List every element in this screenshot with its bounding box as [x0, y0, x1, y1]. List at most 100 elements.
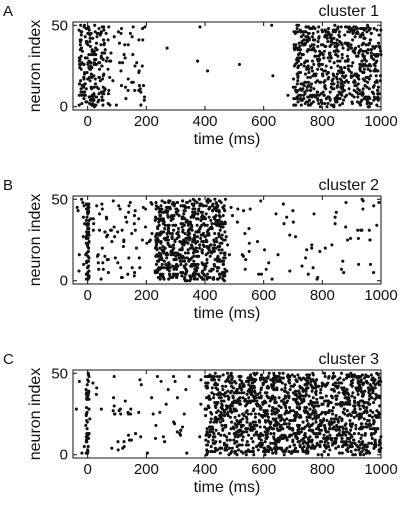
spike-point [299, 97, 303, 101]
spike-point [96, 261, 100, 265]
spike-point [356, 374, 360, 379]
spike-point [206, 404, 210, 408]
spike-point [137, 38, 141, 42]
spike-point [345, 54, 350, 58]
spike-point [340, 381, 344, 385]
spike-point [107, 88, 111, 92]
spike-point [279, 415, 283, 419]
spike-point [213, 264, 217, 268]
spike-point [203, 262, 207, 266]
spike-point [205, 443, 209, 447]
spike-point [343, 59, 347, 63]
spike-point [306, 412, 310, 416]
spike-point [166, 238, 170, 242]
spike-point [295, 405, 299, 410]
spike-point [131, 53, 135, 57]
spike-point [176, 227, 181, 231]
spike-point [119, 84, 124, 88]
spike-point [197, 197, 201, 201]
spike-point [244, 453, 248, 457]
spike-point [361, 33, 365, 37]
spike-point [175, 207, 179, 211]
spike-point [216, 254, 220, 258]
spike-point [330, 243, 334, 247]
spike-point [119, 26, 124, 31]
spike-point [323, 440, 327, 444]
spike-point [88, 79, 92, 83]
spike-point [343, 423, 347, 427]
spike-point [243, 267, 247, 271]
spike-point [305, 448, 309, 452]
spike-point [185, 451, 189, 455]
spike-point [78, 48, 82, 52]
spike-point [363, 433, 367, 437]
spike-point [368, 402, 372, 406]
spike-point [283, 389, 287, 393]
spike-point [253, 415, 257, 419]
spike-point [279, 423, 284, 427]
spike-point [186, 251, 190, 255]
spike-point [262, 248, 267, 252]
spike-point [98, 79, 102, 83]
spike-point [341, 410, 345, 414]
spike-point [286, 376, 291, 380]
spike-point [169, 253, 173, 257]
spike-point [302, 436, 306, 440]
spike-point [321, 383, 325, 387]
spike-point [208, 249, 212, 253]
spike-point [157, 223, 161, 227]
spike-point [91, 36, 95, 40]
spike-point [369, 51, 373, 55]
spike-point [175, 396, 179, 400]
spike-point [359, 69, 363, 73]
spike-point [198, 202, 202, 206]
spike-point [280, 388, 284, 392]
spike-point [227, 432, 231, 436]
spike-point [161, 435, 165, 439]
spike-point [181, 199, 185, 203]
spike-point [270, 409, 274, 413]
spike-point [268, 422, 272, 426]
spike-point [83, 93, 87, 97]
plot-frame [72, 195, 382, 285]
spike-point [343, 443, 348, 447]
spike-point [106, 92, 110, 96]
spike-point [215, 383, 219, 387]
spike-point [148, 238, 152, 242]
spike-point [326, 95, 330, 99]
spike-point [310, 246, 314, 250]
spike-point [274, 448, 278, 452]
spike-point [299, 62, 303, 66]
spike-point [213, 371, 217, 375]
spike-point [202, 222, 206, 226]
spike-point [139, 435, 143, 439]
spike-point [199, 402, 203, 406]
y-tick-label: 0 [60, 273, 68, 290]
spike-point [99, 43, 103, 47]
spike-point [374, 74, 378, 78]
spike-point [85, 40, 89, 44]
spike-point [126, 77, 130, 81]
spike-point [316, 275, 320, 280]
spike-point [82, 75, 86, 79]
spike-point [341, 388, 345, 392]
spike-point [227, 453, 231, 457]
spike-point [77, 253, 81, 257]
spike-point [304, 59, 308, 63]
spike-point [230, 214, 235, 218]
spike-point [372, 98, 376, 102]
spike-point [341, 98, 346, 102]
spike-point [81, 200, 85, 205]
spike-point [247, 227, 251, 231]
spike-point [358, 62, 362, 66]
spike-point [77, 56, 81, 60]
spike-point [309, 378, 313, 382]
spike-point [172, 214, 176, 218]
spike-point [330, 420, 334, 424]
spike-point [201, 233, 205, 237]
spike-point [205, 386, 210, 390]
spike-point [137, 84, 141, 88]
spike-point [210, 227, 214, 231]
spike-point [373, 80, 377, 84]
spike-point [156, 254, 160, 258]
